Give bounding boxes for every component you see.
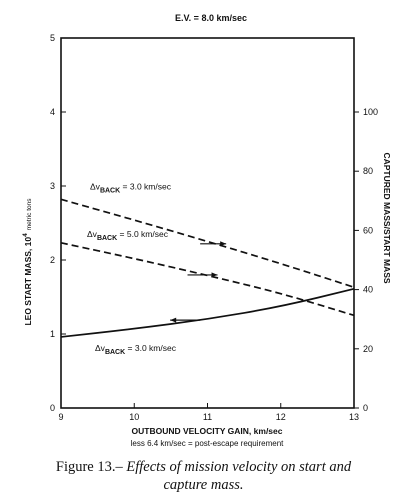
x-tick-label: 11 (203, 412, 212, 422)
series-labels: ΔvBACK = 3.0 km/sec ΔvBACK = 5.0 km/sec Δv… (87, 181, 177, 356)
y-right-tick-label: 0 (363, 403, 368, 413)
x-tick-label: 10 (129, 412, 139, 422)
y-right-tick-label: 40 (363, 285, 373, 295)
axis-arrow (187, 272, 218, 278)
x-axis-label: OUTBOUND VELOCITY GAIN, km/sec (132, 426, 283, 436)
x-axis: 9 10 11 12 13 (58, 403, 359, 422)
x-tick-label: 13 (349, 412, 359, 422)
y-left-tick-label: 4 (50, 107, 55, 117)
y-right-tick-label: 100 (363, 107, 378, 117)
y-axis-left-label: LEO START MASS, 104 metric tons (22, 198, 33, 326)
series-line-0 (60, 198, 355, 289)
y-left-label-text: LEO START MASS, 10 (23, 237, 33, 326)
y-right-tick-label: 20 (363, 344, 373, 354)
svg-text:LEO START MASS, 104metric tons: LEO START MASS, 104 metric tons (22, 198, 33, 326)
y-left-label-units: metric tons (26, 198, 33, 231)
x-tick-label: 12 (276, 412, 286, 422)
series-label-1: ΔvBACK = 5.0 km/sec (87, 229, 169, 242)
x-tick-label: 9 (58, 412, 63, 422)
series-line-1 (60, 242, 355, 317)
series-label-2: ΔvBACK = 3.0 km/sec (95, 343, 177, 356)
series-layer (60, 198, 355, 338)
series-line-2 (60, 288, 355, 338)
y-left-tick-label: 0 (50, 403, 55, 413)
x-axis-note: less 6.4 km/sec = post-escape requiremen… (131, 439, 285, 448)
caption-line1: Effects of mission velocity on start and (126, 459, 352, 475)
series-label-0: ΔvBACK = 3.0 km/sec (90, 181, 172, 194)
y-left-tick-label: 5 (50, 33, 55, 43)
y-right-tick-label: 80 (363, 166, 373, 176)
y-left-tick-label: 2 (50, 255, 55, 265)
caption-prefix: Figure 13.– (55, 459, 127, 475)
y-left-tick-label: 1 (50, 329, 55, 339)
figure-caption: Figure 13.– Effects of mission velocity … (0, 458, 407, 494)
y-left-label-exponent: 4 (22, 233, 29, 237)
y-axis-right: 0 20 40 60 80 100 (354, 107, 378, 413)
y-right-tick-label: 60 (363, 225, 373, 235)
y-axis-right-label: CAPTURED MASS/START MASS (382, 152, 392, 283)
y-left-tick-label: 3 (50, 181, 55, 191)
axis-arrow (170, 317, 201, 323)
axis-arrow (200, 241, 227, 247)
series-arrows (170, 241, 227, 323)
caption-line2: capture mass. (163, 477, 244, 493)
chart-title: E.V. = 8.0 km/sec (175, 13, 247, 23)
y-axis-left: 0 1 2 3 4 5 (50, 33, 66, 413)
